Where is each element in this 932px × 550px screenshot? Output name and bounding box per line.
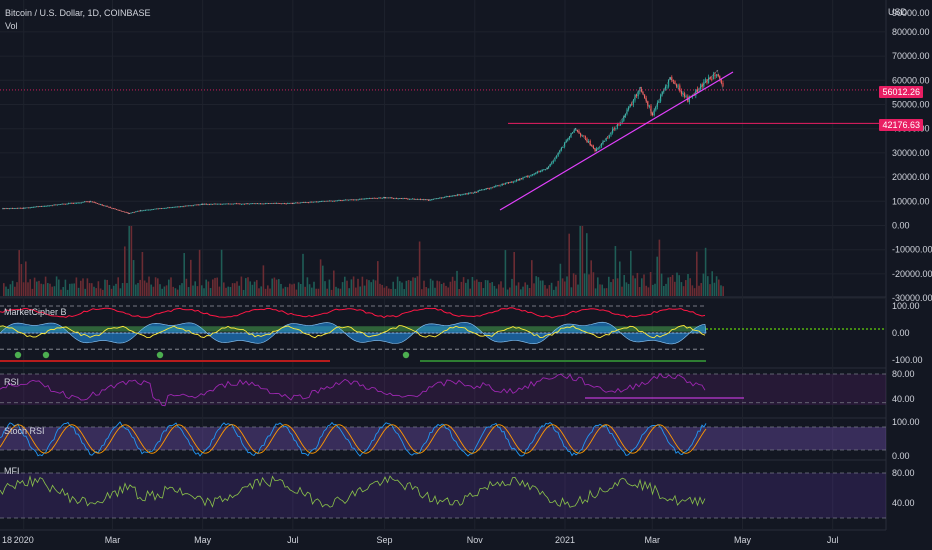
stochrsi-label[interactable]: Stoch RSI	[4, 426, 45, 436]
level-badge: 42176.63	[879, 119, 923, 131]
stochrsi-tick-label: 100.00	[892, 417, 920, 427]
price-tick-label: 30000.00	[892, 148, 930, 158]
stochrsi-band	[0, 427, 886, 450]
stochrsi-tick-label: 0.00	[892, 451, 910, 461]
time-tick-label: Sep	[377, 535, 393, 545]
time-tick-label: Jul	[827, 535, 839, 545]
price-series-line	[2, 70, 724, 214]
price-point	[22, 207, 25, 209]
mfi-line	[0, 474, 706, 508]
mfi-tick-label: 80.00	[892, 468, 915, 478]
price-candles	[2, 71, 724, 214]
price-point	[201, 203, 204, 206]
rsi-tick-label: 40.00	[892, 394, 915, 404]
price-point	[595, 149, 597, 152]
mc-buy-dot	[42, 351, 50, 359]
price-tick-label: 50000.00	[892, 100, 930, 110]
price-point	[139, 209, 142, 212]
mc-vwap-line	[0, 325, 706, 339]
price-tick-label: 70000.00	[892, 51, 930, 61]
price-tick-label: -30000.00	[892, 293, 932, 303]
price-point	[669, 77, 671, 79]
mfi-band	[0, 473, 886, 518]
price-point	[716, 69, 719, 72]
last-price-badge: 56012.26	[879, 86, 923, 98]
price-point	[428, 199, 430, 201]
time-tick-label: 18	[2, 535, 12, 545]
price-tick-label: 0.00	[892, 221, 910, 231]
time-tick-label: Mar	[105, 535, 121, 545]
time-tick-label: 2020	[14, 535, 34, 545]
price-tick-label: 80000.00	[892, 27, 930, 37]
mc-buy-dot	[156, 351, 164, 359]
mfi-label[interactable]: MFI	[4, 466, 20, 476]
time-tick-label: Jul	[287, 535, 299, 545]
volume-bars	[3, 226, 724, 296]
mc-tick-label: 100.00	[892, 301, 920, 311]
time-tick-label: Nov	[467, 535, 484, 545]
price-point	[127, 212, 130, 215]
price-tick-label: 60000.00	[892, 75, 930, 85]
rsi-line	[0, 372, 706, 407]
stochrsi-d-line	[0, 424, 707, 454]
time-tick-label: May	[734, 535, 752, 545]
symbol-title: Bitcoin / U.S. Dollar, 1D, COINBASE	[5, 8, 151, 18]
price-point	[473, 191, 476, 193]
mc-rsi-line	[0, 307, 706, 319]
price-tick-label: 20000.00	[892, 172, 930, 182]
trendline	[499, 71, 734, 211]
price-tick-label: -10000.00	[892, 245, 932, 255]
mc-tick-label: -100.00	[892, 355, 923, 365]
price-point	[651, 113, 654, 115]
price-tick-label: -20000.00	[892, 269, 932, 279]
price-point	[623, 115, 625, 118]
mc-buy-dot	[402, 351, 410, 359]
time-tick-label: Mar	[645, 535, 661, 545]
price-point	[639, 86, 642, 89]
stochrsi-k-line	[0, 421, 707, 457]
volume-label: Vol	[5, 21, 18, 31]
rsi-band	[0, 374, 886, 405]
mfi-tick-label: 40.00	[892, 498, 915, 508]
time-tick-label: 2021	[555, 535, 575, 545]
price-point	[546, 167, 549, 170]
price-point	[383, 196, 386, 199]
price-point	[2, 207, 4, 210]
marketcipher-label[interactable]: MarketCipher B	[4, 307, 67, 317]
mc-wave	[0, 321, 707, 345]
price-point	[292, 202, 294, 205]
price-point	[518, 178, 520, 181]
mc-tick-label: 0.00	[892, 328, 910, 338]
mc-buy-dot	[14, 351, 22, 359]
time-tick-label: May	[194, 535, 212, 545]
price-point	[574, 127, 577, 130]
rsi-label[interactable]: RSI	[4, 377, 20, 387]
price-tick-label: 90000.00	[892, 8, 930, 18]
price-point	[89, 200, 92, 203]
currency-label: USD	[888, 7, 908, 17]
rsi-tick-label: 80.00	[892, 369, 915, 379]
price-tick-label: 10000.00	[892, 196, 930, 206]
